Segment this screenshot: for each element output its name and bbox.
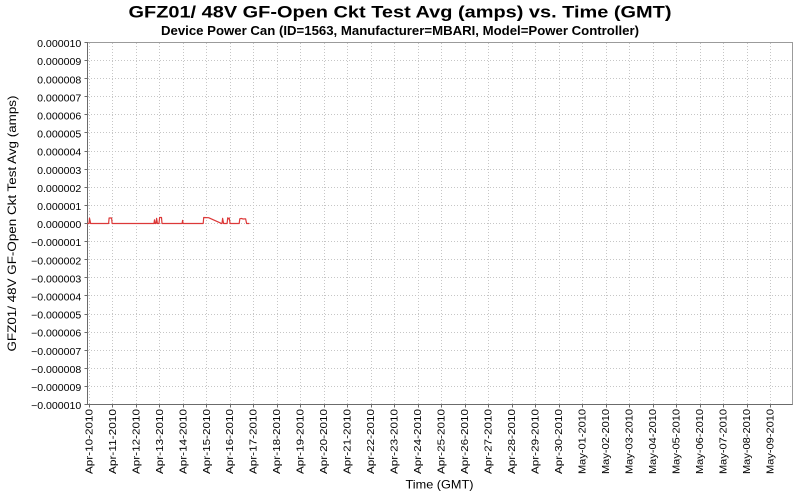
- svg-text:−0.000004: −0.000004: [31, 293, 82, 304]
- svg-text:GFZ01/ 48V GF-Open Ckt Test Av: GFZ01/ 48V GF-Open Ckt Test Avg (amps) v…: [129, 3, 672, 21]
- svg-text:May-08-2010: May-08-2010: [742, 409, 753, 474]
- svg-text:May-01-2010: May-01-2010: [578, 409, 589, 474]
- svg-text:Apr-16-2010: Apr-16-2010: [225, 408, 236, 474]
- svg-text:0.000001: 0.000001: [37, 202, 82, 213]
- svg-text:0.000007: 0.000007: [37, 93, 82, 104]
- svg-text:Apr-24-2010: Apr-24-2010: [413, 408, 424, 474]
- svg-text:0.000004: 0.000004: [37, 148, 82, 159]
- svg-text:Apr-19-2010: Apr-19-2010: [296, 408, 307, 474]
- svg-text:−0.000007: −0.000007: [31, 347, 82, 358]
- svg-text:0.000000: 0.000000: [37, 220, 82, 231]
- svg-text:May-07-2010: May-07-2010: [719, 409, 730, 474]
- svg-text:−0.000008: −0.000008: [31, 365, 82, 376]
- svg-text:GFZ01/ 48V GF-Open Ckt Test Av: GFZ01/ 48V GF-Open Ckt Test Avg (amps): [5, 96, 19, 352]
- svg-text:0.000009: 0.000009: [37, 57, 82, 68]
- svg-text:0.000010: 0.000010: [37, 39, 82, 50]
- svg-text:Apr-25-2010: Apr-25-2010: [437, 408, 448, 474]
- svg-text:−0.000001: −0.000001: [31, 238, 82, 249]
- svg-text:Apr-14-2010: Apr-14-2010: [178, 408, 189, 474]
- svg-text:0.000006: 0.000006: [37, 112, 82, 123]
- svg-text:Apr-15-2010: Apr-15-2010: [202, 408, 213, 474]
- svg-text:−0.000003: −0.000003: [31, 274, 82, 285]
- svg-text:May-02-2010: May-02-2010: [601, 409, 612, 474]
- svg-text:Apr-22-2010: Apr-22-2010: [366, 408, 377, 474]
- svg-text:0.000005: 0.000005: [37, 130, 82, 141]
- svg-text:Apr-11-2010: Apr-11-2010: [108, 408, 119, 474]
- svg-text:May-06-2010: May-06-2010: [695, 409, 706, 474]
- svg-text:0.000003: 0.000003: [37, 166, 82, 177]
- svg-text:−0.000006: −0.000006: [31, 329, 82, 340]
- svg-text:Apr-18-2010: Apr-18-2010: [272, 408, 283, 474]
- svg-text:Apr-17-2010: Apr-17-2010: [249, 408, 260, 474]
- svg-text:Apr-21-2010: Apr-21-2010: [343, 408, 354, 474]
- svg-text:Apr-20-2010: Apr-20-2010: [319, 408, 330, 474]
- svg-text:0.000008: 0.000008: [37, 75, 82, 86]
- svg-text:−0.000002: −0.000002: [31, 256, 82, 267]
- svg-text:Apr-23-2010: Apr-23-2010: [390, 408, 401, 474]
- svg-text:Apr-12-2010: Apr-12-2010: [131, 408, 142, 474]
- svg-text:May-03-2010: May-03-2010: [625, 409, 636, 474]
- svg-text:May-09-2010: May-09-2010: [766, 409, 777, 474]
- svg-text:Apr-30-2010: Apr-30-2010: [554, 408, 565, 474]
- svg-text:0.000002: 0.000002: [37, 184, 82, 195]
- svg-text:Device Power Can (ID=1563, Man: Device Power Can (ID=1563, Manufacturer=…: [161, 24, 639, 38]
- svg-text:May-05-2010: May-05-2010: [672, 409, 683, 474]
- svg-text:−0.000009: −0.000009: [31, 383, 82, 394]
- svg-text:Apr-29-2010: Apr-29-2010: [531, 408, 542, 474]
- svg-text:Apr-28-2010: Apr-28-2010: [507, 408, 518, 474]
- svg-text:Time (GMT): Time (GMT): [406, 478, 474, 492]
- svg-text:−0.000010: −0.000010: [31, 401, 82, 412]
- svg-text:May-04-2010: May-04-2010: [648, 409, 659, 474]
- svg-text:−0.000005: −0.000005: [31, 311, 82, 322]
- svg-text:Apr-10-2010: Apr-10-2010: [84, 408, 95, 474]
- svg-text:Apr-13-2010: Apr-13-2010: [155, 408, 166, 474]
- svg-text:Apr-26-2010: Apr-26-2010: [460, 408, 471, 474]
- svg-text:Apr-27-2010: Apr-27-2010: [484, 408, 495, 474]
